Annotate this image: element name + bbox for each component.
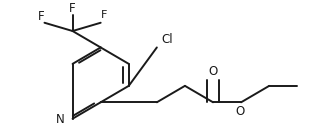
Text: N: N (56, 113, 65, 126)
Text: O: O (235, 105, 244, 118)
Text: Cl: Cl (162, 33, 173, 46)
Text: F: F (38, 10, 44, 23)
Text: O: O (208, 65, 218, 78)
Text: F: F (69, 2, 76, 15)
Text: F: F (101, 10, 107, 20)
